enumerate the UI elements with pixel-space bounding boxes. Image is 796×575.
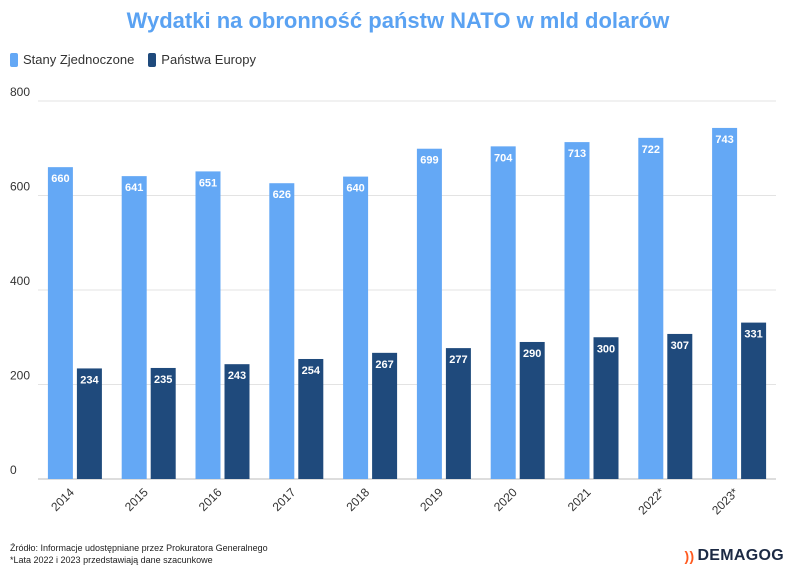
- bar-us: [269, 183, 295, 479]
- bar-europe: [593, 337, 619, 479]
- bar-europe: [76, 368, 102, 479]
- legend-item-us: Stany Zjednoczone: [10, 52, 134, 67]
- bar-europe: [150, 367, 176, 479]
- bar-us: [416, 148, 442, 479]
- bar-us: [195, 171, 221, 479]
- brand-mark-icon: )): [684, 548, 695, 564]
- data-label-europe: 267: [375, 359, 393, 371]
- data-label-europe: 300: [597, 343, 615, 355]
- bar-europe: [298, 358, 324, 479]
- bar-us: [712, 127, 738, 480]
- y-tick-label: 800: [10, 85, 30, 99]
- brand-name: DEMAGOG: [697, 547, 784, 564]
- data-label-europe: 307: [671, 340, 689, 352]
- y-tick-label: 400: [10, 274, 30, 288]
- bar-us: [343, 176, 369, 479]
- footer: Źródło: Informacje udostępniane przez Pr…: [10, 542, 268, 566]
- data-label-us: 660: [51, 173, 69, 185]
- x-tick-label: 2016: [196, 485, 225, 514]
- data-label-europe: 243: [228, 370, 246, 382]
- brand-logo: )) DEMAGOG: [685, 547, 784, 565]
- legend-item-europe: Państwa Europy: [148, 52, 256, 67]
- x-tick-label: 2021: [565, 485, 594, 514]
- bar-europe: [741, 322, 767, 479]
- data-label-us: 641: [125, 182, 143, 194]
- data-label-us: 722: [642, 144, 660, 156]
- data-label-europe: 331: [744, 329, 762, 341]
- bar-europe: [224, 364, 250, 479]
- y-tick-label: 0: [10, 463, 17, 477]
- x-tick-label: 2019: [417, 485, 446, 514]
- x-tick-label: 2020: [491, 485, 520, 514]
- legend-swatch-us: [10, 52, 18, 67]
- data-label-europe: 290: [523, 348, 541, 360]
- x-tick-label: 2017: [270, 485, 299, 514]
- legend: Stany Zjednoczone Państwa Europy: [10, 52, 256, 67]
- x-tick-label: 2022*: [635, 485, 667, 517]
- bar-europe: [519, 341, 545, 479]
- data-label-europe: 235: [154, 374, 172, 386]
- legend-label-europe: Państwa Europy: [161, 52, 256, 67]
- data-label-europe: 254: [302, 365, 321, 377]
- x-tick-label: 2023*: [709, 485, 741, 517]
- data-label-us: 743: [715, 134, 733, 146]
- bar-us: [638, 137, 664, 480]
- data-label-us: 626: [273, 189, 291, 201]
- chart-title: Wydatki na obronność państw NATO w mld d…: [126, 8, 670, 33]
- bar-us: [47, 167, 73, 479]
- data-label-us: 704: [494, 152, 513, 164]
- x-tick-label: 2015: [122, 485, 151, 514]
- x-tick-label: 2014: [48, 485, 77, 514]
- legend-swatch-europe: [148, 52, 157, 67]
- legend-label-us: Stany Zjednoczone: [23, 52, 135, 67]
- y-tick-label: 200: [10, 369, 30, 383]
- bar-europe: [667, 333, 693, 479]
- data-label-us: 640: [346, 183, 364, 195]
- bar-us: [121, 176, 147, 479]
- data-label-us: 651: [199, 177, 217, 189]
- x-tick-label: 2018: [343, 485, 372, 514]
- data-label-europe: 234: [80, 374, 99, 386]
- bar-us: [490, 146, 516, 480]
- bar-europe: [372, 352, 398, 479]
- data-label-europe: 277: [449, 354, 467, 366]
- estimate-note: *Lata 2022 i 2023 przedstawiają dane sza…: [10, 555, 213, 565]
- source-note: Źródło: Informacje udostępniane przez Pr…: [10, 543, 268, 553]
- bar-europe: [445, 348, 471, 479]
- y-tick-label: 600: [10, 180, 30, 194]
- data-label-us: 713: [568, 148, 586, 160]
- bar-us: [564, 142, 590, 480]
- data-label-us: 699: [420, 155, 438, 167]
